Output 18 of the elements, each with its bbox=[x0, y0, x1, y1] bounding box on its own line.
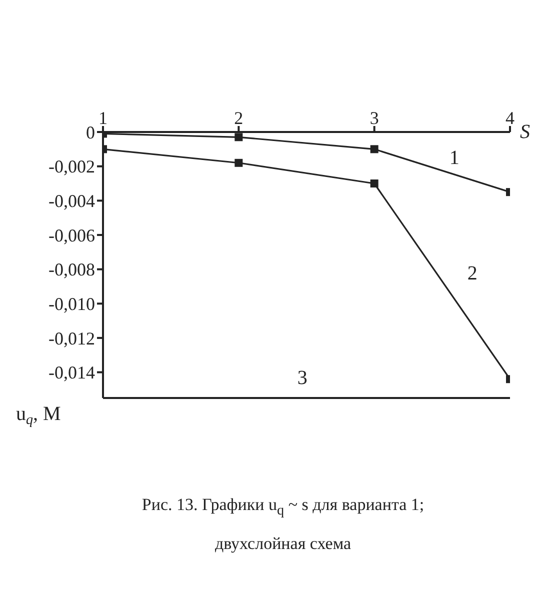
y-tick-label: -0,008 bbox=[48, 260, 95, 280]
series-label: 2 bbox=[467, 262, 478, 284]
y-tick-label: -0,006 bbox=[48, 225, 95, 246]
x-tick-label: 4 bbox=[506, 108, 514, 128]
y-tick-label: -0,014 bbox=[48, 362, 95, 383]
x-tick-label: 3 bbox=[370, 108, 379, 128]
y-tick-label: -0,004 bbox=[48, 191, 95, 212]
x-axis-title: S bbox=[520, 121, 530, 143]
x-tick-label: 1 bbox=[98, 108, 108, 128]
y-tick-label: -0,002 bbox=[48, 156, 95, 177]
series-label: 1 bbox=[449, 147, 460, 170]
x-tick-label: 2 bbox=[234, 108, 244, 128]
text: Рис. 13. Графики u$_{q}$ ~ s для варианта 1; двухслойная схема bbox=[140, 494, 426, 556]
y-tick-label: -0,010 bbox=[48, 294, 95, 314]
annotation: 3 bbox=[297, 367, 308, 389]
y-tick-label: 0 bbox=[86, 122, 95, 142]
y-tick-label: -0,012 bbox=[48, 328, 95, 348]
y-axis-title: u$_{q}$, М bbox=[16, 403, 61, 428]
